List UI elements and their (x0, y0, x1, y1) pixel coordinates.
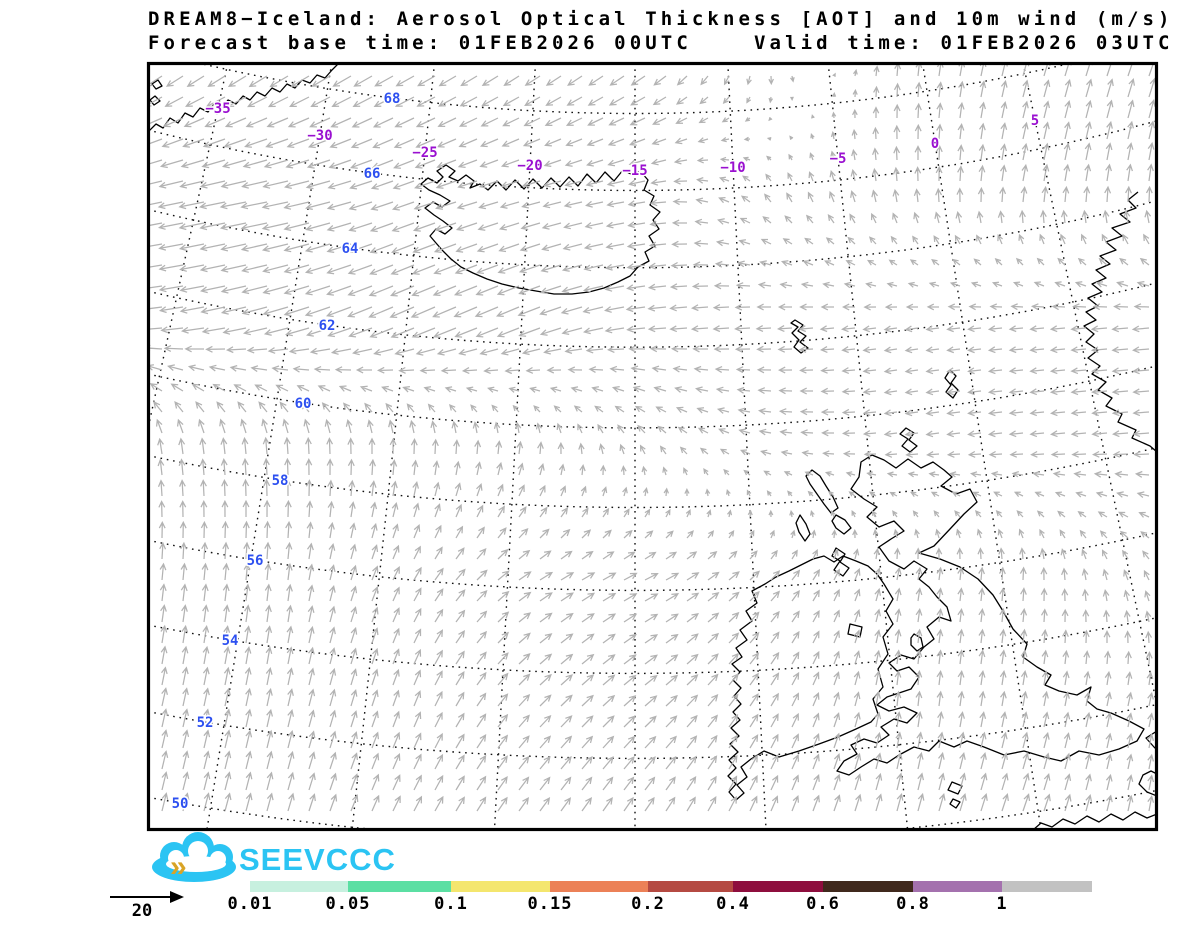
cloud-icon: » (152, 832, 236, 883)
coast-channel-islands-2 (949, 798, 961, 809)
lon-label: 5 (1031, 113, 1039, 129)
coast-norway-coast (1083, 191, 1155, 452)
meridian-−10 (727, 65, 767, 828)
wind-reference-arrow-icon (170, 891, 184, 903)
map-frame (146, 61, 1159, 832)
parallel-54 (150, 617, 1155, 675)
parallel-58 (150, 447, 1155, 509)
logo-chevron-icon: » (170, 850, 187, 883)
coast-hebrides-uist (795, 514, 811, 542)
lon-label: −35 (205, 101, 230, 117)
coast-skye (831, 514, 852, 535)
parallel-60 (150, 365, 1155, 429)
lat-label-58: 58 (272, 473, 289, 489)
lon-label: −25 (412, 145, 437, 161)
lon-label: −5 (830, 151, 847, 167)
coast-shetland (944, 369, 959, 399)
coast-channel-islands-1 (947, 781, 963, 795)
chart-title-line1: DREAM8−Iceland: Aerosol Optical Thicknes… (148, 8, 1174, 30)
parallel-56 (150, 532, 1155, 592)
coast-france-brittany-coast (1034, 811, 1155, 828)
seevccc-logo: » (152, 832, 236, 883)
lon-label: −30 (307, 128, 332, 144)
lat-label-68: 68 (384, 91, 401, 107)
lon-label: −20 (517, 158, 542, 174)
parallel-62 (150, 282, 1155, 348)
lon-label: −15 (622, 163, 647, 179)
parallel-66 (150, 120, 1155, 192)
lat-label-52: 52 (197, 715, 214, 731)
meridian-−5 (827, 65, 909, 828)
meridian-−30 (206, 65, 333, 828)
lat-label-60: 60 (295, 396, 312, 412)
wind-arrows (150, 65, 1155, 812)
lat-label-54: 54 (222, 633, 239, 649)
meridian-5 (1022, 65, 1155, 700)
coast-isle-of-man (910, 633, 924, 652)
lat-label-64: 64 (342, 241, 359, 257)
lon-label: 0 (931, 136, 939, 152)
lat-label-50: 50 (172, 796, 189, 812)
coast-france-cotentin (1138, 770, 1155, 796)
lon-label: −10 (720, 160, 745, 176)
wind-reference-value: 20 (132, 901, 152, 921)
wind-reference: 20 (110, 891, 184, 921)
meridian-−25 (351, 65, 436, 828)
lat-label-66: 66 (364, 166, 381, 182)
coast-faroe-islands (790, 319, 809, 354)
coast-greenland-islet-1 (150, 95, 161, 106)
coast-great-britain (836, 454, 1145, 776)
coast-greenland-islet-2 (151, 79, 163, 90)
coast-orkney (899, 427, 918, 453)
coast-hebrides-lewis (805, 469, 839, 514)
lat-label-56: 56 (247, 553, 264, 569)
parallel-64 (150, 200, 1155, 269)
lat-label-62: 62 (319, 318, 336, 334)
chart-title-line2: Forecast base time: 01FEB2026 00UTC Vali… (148, 32, 1174, 54)
meridian-0 (922, 65, 1042, 828)
logo-text: SEEVCCC (239, 842, 396, 877)
